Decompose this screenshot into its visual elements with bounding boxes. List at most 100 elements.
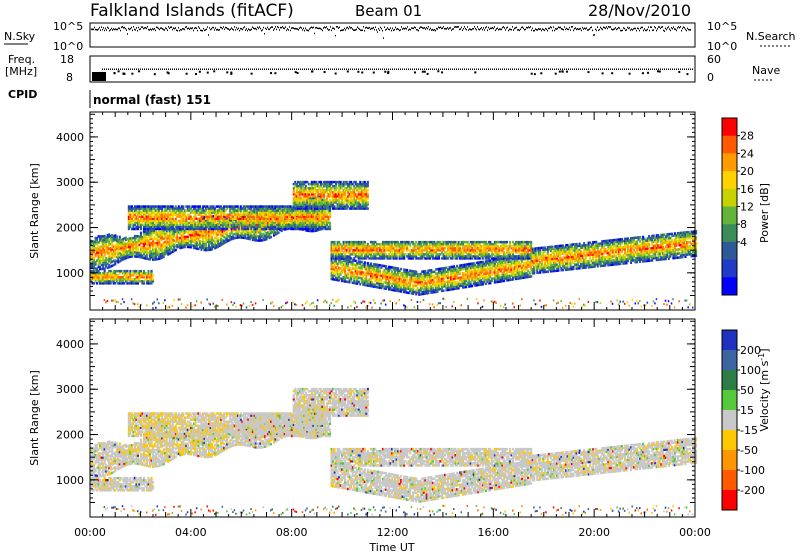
power-cell <box>201 223 205 227</box>
nsearch-tick-top: 10^5 <box>707 20 737 33</box>
power-cell <box>147 213 150 216</box>
power-cell <box>141 271 144 275</box>
power-cell <box>176 207 179 210</box>
power-cell <box>159 205 162 208</box>
power-cell <box>162 225 165 229</box>
power-cell <box>152 250 155 253</box>
power-cell <box>250 209 253 212</box>
nave-point <box>656 70 659 73</box>
power-cell <box>144 271 147 275</box>
noise-point <box>439 27 440 29</box>
power-cell <box>111 278 114 281</box>
power-cell <box>221 227 224 231</box>
power-cell <box>102 247 105 250</box>
power-cell <box>120 238 123 242</box>
power-cell <box>214 246 217 250</box>
noise-point <box>394 28 395 31</box>
power-cell <box>145 229 149 232</box>
power-cell <box>203 213 206 216</box>
power-cell <box>223 241 226 245</box>
power-cell <box>118 271 121 275</box>
power-cell <box>114 258 117 262</box>
power-cell <box>186 239 189 243</box>
noise-point <box>474 26 475 28</box>
noise-point <box>599 28 600 31</box>
noise-point <box>429 28 430 31</box>
power-cell <box>124 276 127 279</box>
noise-point <box>454 26 455 28</box>
power-cell <box>174 209 177 212</box>
power-speckle <box>117 300 119 303</box>
power-cell <box>251 213 254 216</box>
noise-point <box>524 29 525 31</box>
power-cell <box>167 211 170 214</box>
noise-point <box>282 26 283 28</box>
noise-point <box>344 27 345 30</box>
power-cell <box>177 229 180 232</box>
noise-point <box>475 27 476 30</box>
nave-label: Nave <box>752 64 780 77</box>
noise-point <box>532 27 533 30</box>
power-cell <box>224 209 227 212</box>
power-cell <box>106 236 109 239</box>
power-cell <box>207 221 211 225</box>
power-cell <box>126 282 129 285</box>
power-cell <box>223 215 226 218</box>
power-cell <box>148 276 152 279</box>
noise-point <box>589 28 590 30</box>
power-cell <box>147 223 150 227</box>
power-cell <box>263 207 267 210</box>
power-cell <box>148 219 152 223</box>
power-cell <box>159 221 162 225</box>
power-cell <box>94 242 97 246</box>
noise-point <box>551 26 552 29</box>
power-speckle <box>191 305 193 308</box>
noise-point <box>562 28 563 30</box>
power-cell <box>127 271 130 275</box>
power-cell <box>230 205 233 208</box>
power-cell <box>121 276 124 279</box>
power-cell <box>203 211 206 214</box>
power-cell <box>147 225 150 229</box>
power-cell <box>141 217 144 221</box>
noise-point <box>465 28 466 30</box>
noise-point <box>201 29 202 32</box>
power-cell <box>97 271 100 275</box>
power-cell <box>217 231 220 234</box>
power-cell <box>115 243 118 247</box>
noise-point <box>481 26 482 29</box>
power-cell <box>136 221 139 225</box>
power-cell <box>129 213 132 216</box>
power-cell <box>106 233 109 237</box>
power-cell <box>176 239 179 243</box>
noise-point <box>501 28 502 31</box>
power-cell <box>220 211 223 214</box>
power-cell <box>221 234 224 238</box>
power-cell <box>195 225 198 229</box>
power-cell <box>183 209 186 212</box>
power-cell <box>97 273 100 277</box>
power-cell <box>262 227 265 231</box>
power-cell <box>159 230 162 234</box>
power-cell <box>218 221 221 225</box>
power-cell <box>244 232 247 236</box>
power-cell <box>179 213 182 216</box>
power-cell <box>153 237 156 241</box>
power-cell <box>230 221 233 225</box>
power-cell <box>227 215 230 218</box>
power-cell <box>207 230 211 233</box>
power-cell <box>204 215 208 218</box>
power-cell <box>180 236 183 239</box>
power-cell <box>117 256 120 260</box>
power-cell <box>232 205 235 208</box>
power-cell <box>153 254 156 257</box>
power-heatmap <box>90 180 698 309</box>
noise-point <box>302 29 303 31</box>
power-cell <box>212 205 215 208</box>
power-speckle <box>155 306 157 309</box>
power-cell <box>129 215 132 218</box>
power-cell <box>197 205 200 208</box>
power-cell <box>147 227 150 231</box>
power-cell <box>150 250 153 253</box>
noise-point <box>203 27 204 30</box>
